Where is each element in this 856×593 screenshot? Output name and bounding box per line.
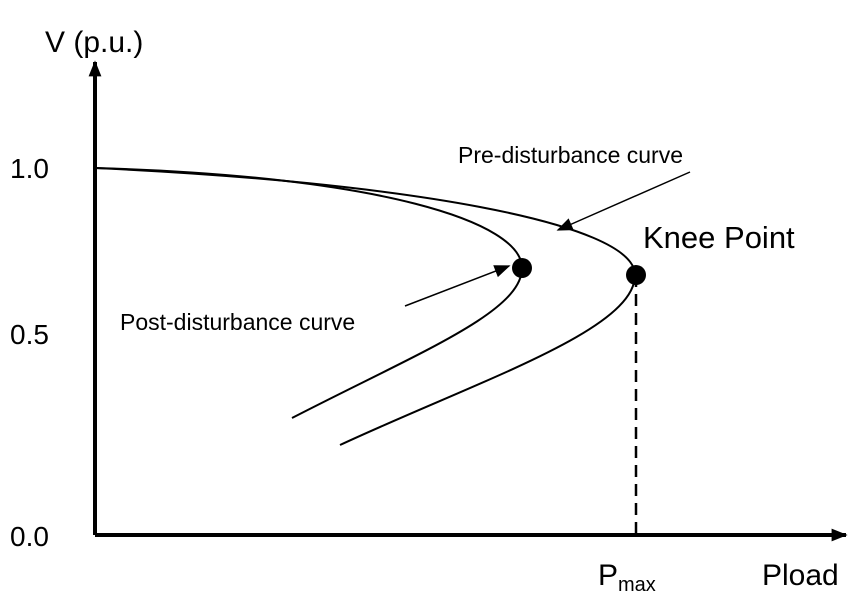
y-axis-label: V (p.u.) xyxy=(45,26,143,59)
pmax-main: P xyxy=(598,559,618,592)
pre-disturbance-curve xyxy=(94,167,637,446)
pre-arrow xyxy=(556,171,691,231)
post-disturbance-curve xyxy=(94,167,524,419)
pre-label: Pre-disturbance curve xyxy=(458,142,683,168)
knee-dot xyxy=(626,265,646,285)
pmax-label: Pmax xyxy=(598,559,656,593)
x-axis-label: Pload xyxy=(762,559,839,592)
post-arrow xyxy=(404,265,511,307)
post-label: Post-disturbance curve xyxy=(120,309,355,335)
post-knee-dot xyxy=(512,258,532,278)
knee-label: Knee Point xyxy=(643,220,795,255)
y-tick-label: 0.5 xyxy=(10,319,49,350)
pmax-sub: max xyxy=(618,574,656,593)
y-tick-label: 0.0 xyxy=(10,521,49,552)
y-tick-label: 1.0 xyxy=(10,153,49,184)
